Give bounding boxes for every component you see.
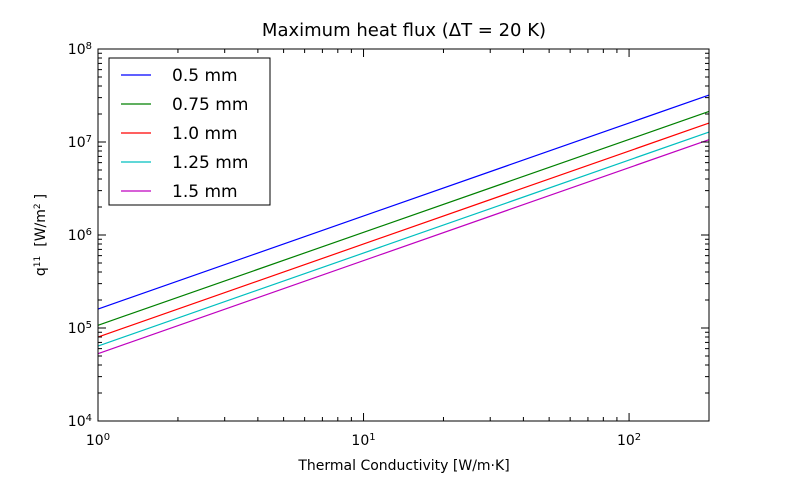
y-tick-label-4-base: 10 (68, 135, 86, 151)
legend-items: 0.5 mm 0.75 mm 1.0 mm 1.25 mm 1.5 mm (121, 66, 248, 202)
y-axis-label-unit-right: ] (33, 194, 49, 199)
y-tick-label-5-base: 10 (68, 42, 86, 58)
y-tick-label-3-exp: 6 (86, 227, 92, 238)
y-axis-label-unit-left: [W/m (33, 209, 49, 247)
x-tick-label-1-exp: 0 (104, 432, 110, 443)
x-tick-label-3: 102 (617, 432, 641, 450)
x-tick-label-3-exp: 2 (635, 432, 641, 443)
y-tick-label-4-exp: 7 (86, 134, 92, 145)
y-axis-label-main: q (33, 267, 49, 276)
series-line-5 (97, 139, 710, 355)
y-tick-label-3-base: 10 (68, 228, 86, 244)
series-line-4 (97, 131, 710, 347)
y-axis-label: q11 [W/m2] (33, 194, 49, 276)
legend-label-3: 1.0 mm (172, 124, 238, 144)
y-axis-label-sup: 11 (33, 256, 43, 267)
legend-label-4: 1.25 mm (172, 153, 248, 173)
y-tick-label-3: 106 (68, 227, 92, 245)
legend-label-5: 1.5 mm (172, 182, 238, 202)
chart-title: Maximum heat flux (ΔT = 20 K) (262, 20, 546, 41)
x-tick-label-2-base: 10 (351, 433, 369, 449)
y-tick-label-1: 104 (68, 413, 92, 431)
legend-box (108, 57, 271, 206)
y-tick-label-2: 105 (68, 320, 92, 338)
x-tick-label-1: 100 (86, 432, 110, 450)
x-tick-label-1-base: 10 (86, 433, 104, 449)
legend-label-1: 0.5 mm (172, 66, 238, 86)
legend: 0.5 mm 0.75 mm 1.0 mm 1.25 mm 1.5 mm (108, 57, 271, 206)
series-line-3 (97, 122, 710, 338)
x-tick-label-2: 101 (351, 432, 375, 450)
series-group (97, 94, 710, 355)
y-tick-label-2-base: 10 (68, 321, 86, 337)
x-tick-label-3-base: 10 (617, 433, 635, 449)
x-tick-label-2-exp: 1 (369, 432, 375, 443)
y-tick-label-5-exp: 8 (86, 41, 92, 52)
series-line-1 (97, 94, 710, 310)
x-axis-label: Thermal Conductivity [W/m·K] (297, 458, 509, 474)
y-tick-label-1-base: 10 (68, 414, 86, 430)
y-tick-label-2-exp: 5 (86, 320, 92, 331)
legend-label-2: 0.75 mm (172, 95, 248, 115)
series-line-2 (97, 110, 710, 326)
y-tick-label-4: 107 (68, 134, 92, 152)
y-tick-label-5: 108 (68, 41, 92, 59)
y-axis-label-unit-sup: 2 (33, 203, 43, 209)
y-tick-label-1-exp: 4 (86, 413, 92, 424)
